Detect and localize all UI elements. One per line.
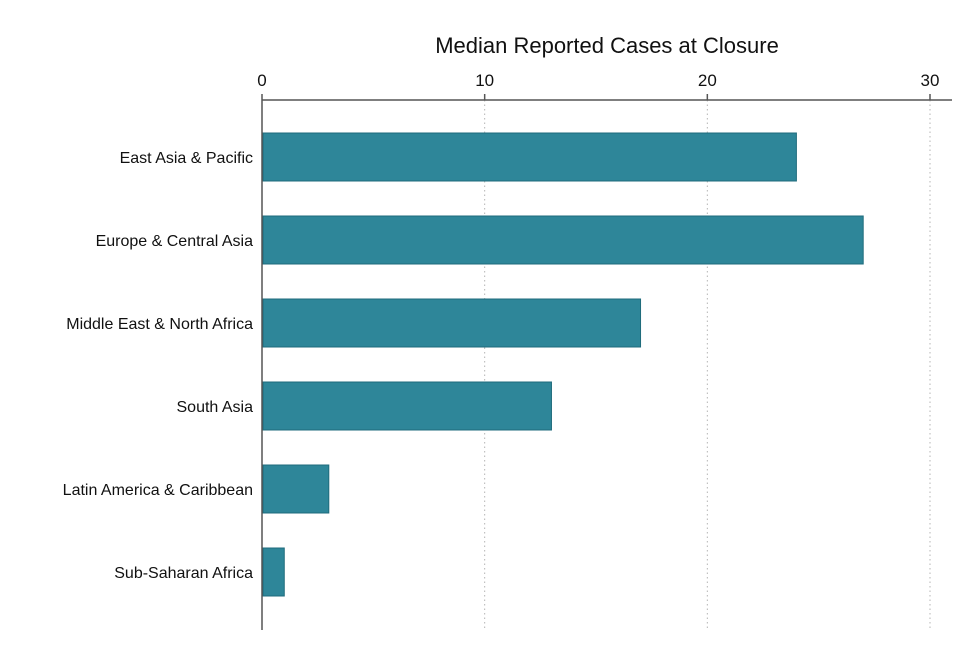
- bar-east-asia-pacific: [262, 132, 797, 182]
- bar-south-asia: [262, 381, 552, 431]
- category-label-east-asia-pacific: East Asia & Pacific: [120, 150, 253, 167]
- tick-layer: 0 10 20 30: [257, 71, 939, 100]
- bar-europe-central-asia: [262, 215, 864, 265]
- bar-latin-america-caribbean: [262, 464, 330, 514]
- x-axis-title: Median Reported Cases at Closure: [435, 33, 779, 58]
- x-tick-label-10: 10: [475, 71, 494, 90]
- x-tick-label-30: 30: [921, 71, 940, 90]
- category-label-latin-america-caribbean: Latin America & Caribbean: [63, 482, 253, 499]
- x-tick-label-0: 0: [257, 71, 266, 90]
- grid-layer: [484, 100, 931, 630]
- category-label-south-asia: South Asia: [177, 399, 254, 416]
- label-layer: East Asia & Pacific Europe & Central Asia…: [63, 150, 253, 582]
- bar-layer: [262, 132, 864, 597]
- axis-layer: [261, 99, 952, 630]
- category-label-middle-east-north-africa: Middle East & North Africa: [66, 316, 253, 333]
- x-tick-label-20: 20: [698, 71, 717, 90]
- bar-middle-east-north-africa: [262, 298, 642, 348]
- category-label-europe-central-asia: Europe & Central Asia: [96, 233, 254, 250]
- category-label-sub-saharan-africa: Sub-Saharan Africa: [114, 565, 253, 582]
- bar-sub-saharan-africa: [262, 547, 285, 597]
